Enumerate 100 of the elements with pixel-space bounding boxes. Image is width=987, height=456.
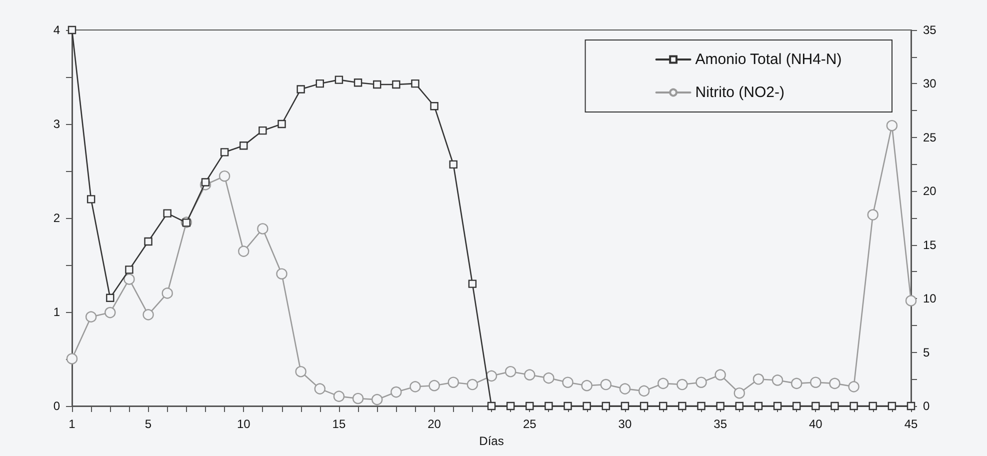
point [258,126,267,135]
legend-label: Nitrito (NO2-) [695,84,784,101]
point [390,386,402,398]
point [582,402,591,410]
point [792,402,801,410]
point [240,142,248,150]
point [888,402,896,410]
point [487,402,496,410]
y2-tick-label: 20 [923,184,937,198]
point [791,378,802,390]
point [201,178,210,186]
point [220,148,229,156]
y2-tick-label: 15 [923,238,937,252]
point [411,79,420,88]
point [868,402,877,410]
x-tick-label: 40 [808,417,823,431]
x-tick-label: 10 [236,417,251,431]
point [218,170,230,182]
point [886,120,898,132]
legend-label: Amonio Total (NH4-N) [695,51,842,68]
point [428,380,440,392]
y-tick-label: 4 [53,23,60,37]
y2-tick-label: 5 [923,345,930,360]
point [716,402,724,410]
y-tick-label: 1 [53,305,60,319]
point [257,223,268,234]
point [125,266,134,274]
point [659,402,668,410]
x-tick-label: 20 [428,417,442,431]
point [278,120,286,128]
point [276,268,288,280]
x-tick-label: 35 [714,417,728,431]
y2-tick-label: 10 [923,292,937,306]
point [162,288,173,299]
point [564,402,572,410]
point [543,372,554,384]
point [735,402,744,410]
point [810,376,822,388]
point [372,80,382,89]
point [410,381,421,392]
point [334,76,344,84]
point [678,402,686,410]
y-tick-label: 2 [53,211,60,225]
point [124,274,135,285]
point [752,374,764,385]
point [600,378,612,390]
point [144,237,152,246]
y2-tick-label: 0 [923,399,930,413]
point [163,209,172,218]
point [430,102,438,110]
point [640,402,648,410]
x-tick-label: 25 [522,417,537,431]
point [333,390,345,402]
point [314,383,326,394]
point [506,402,515,410]
point [486,370,498,382]
x-axis-title: Días [479,434,504,448]
x-tick-label: 45 [904,417,918,431]
point [602,402,610,410]
point [696,376,707,388]
point [468,280,477,288]
x-tick-label: 30 [618,417,632,431]
point [658,378,669,390]
point [524,369,536,380]
point [504,366,516,378]
point [619,383,631,394]
point [714,369,726,380]
point [850,402,858,410]
point [392,80,400,89]
point [449,160,458,169]
point [106,294,114,302]
point [372,394,383,406]
point [676,378,688,390]
point [295,366,306,378]
point [544,402,553,410]
point [697,402,706,410]
point [581,380,592,392]
point [867,209,878,220]
point [104,306,116,318]
y2-tick-label: 35 [923,23,937,37]
point [829,378,840,390]
point [85,311,97,322]
point [352,392,364,404]
point [734,388,745,399]
x-tick-label: 1 [68,417,76,431]
point [638,385,650,397]
point [466,378,478,390]
point [316,79,324,88]
point [754,402,763,410]
point [354,78,362,87]
y-tick-label: 3 [53,117,60,131]
point [772,374,784,386]
point [142,309,154,320]
point [448,376,459,388]
point [773,402,782,410]
y2-tick-label: 25 [923,130,937,144]
point [848,381,860,392]
point [905,295,917,306]
y-tick-label: 0 [53,399,60,413]
point [296,85,305,94]
